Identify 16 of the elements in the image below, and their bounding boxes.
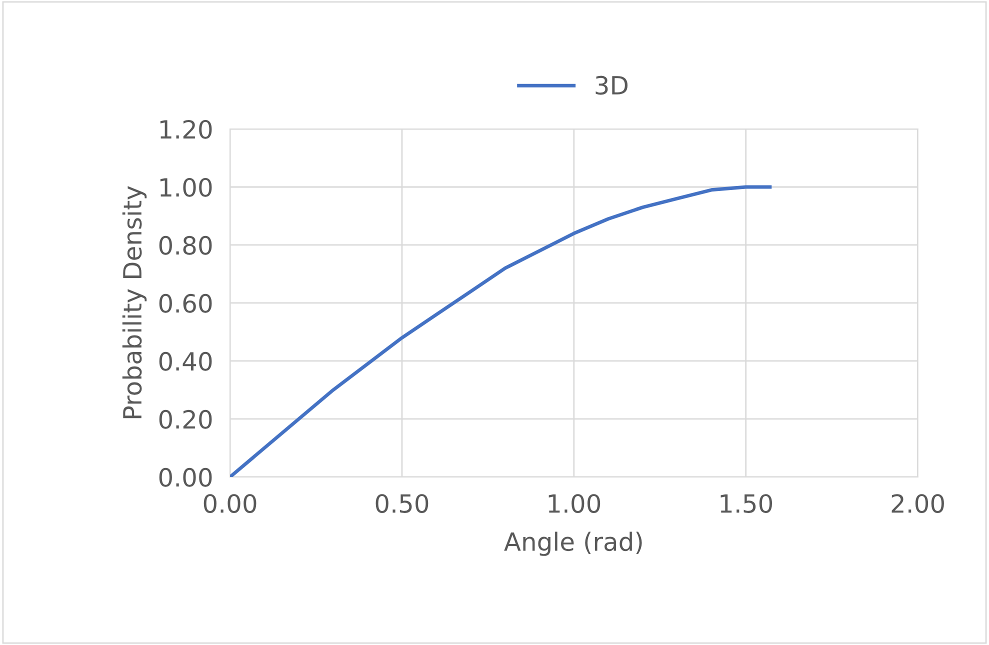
y-tick-label: 0.40 <box>159 352 212 371</box>
x-tick-label: 1.00 <box>548 494 600 513</box>
y-tick-label: 0.00 <box>159 468 212 487</box>
x-axis-title: Angle (rad) <box>504 532 642 556</box>
y-tick-label: 0.20 <box>159 410 212 429</box>
line-series <box>230 185 772 477</box>
x-tick-label: 1.50 <box>720 494 772 513</box>
y-axis-title: Probability Density <box>122 186 147 418</box>
y-tick-label: 0.60 <box>159 294 212 313</box>
y-tick-label: 1.20 <box>160 120 212 139</box>
x-tick-label: 0.50 <box>376 494 428 513</box>
y-tick-label: 1.00 <box>160 178 212 197</box>
x-tick-label: 2.00 <box>892 494 944 513</box>
legend-label: 3D <box>596 76 628 95</box>
x-tick-label: 0.00 <box>204 494 256 513</box>
y-tick-label: 0.80 <box>159 236 212 255</box>
